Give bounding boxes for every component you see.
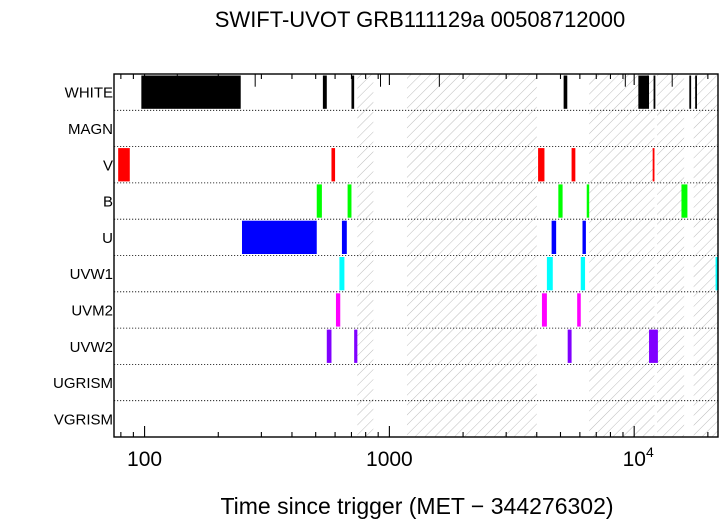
exposure-uvw2	[649, 329, 658, 363]
exposure-u	[341, 220, 347, 254]
white-minor-ticks	[176, 74, 673, 87]
exposure-white	[653, 75, 656, 109]
filter-label-v: V	[103, 157, 113, 174]
exposure-uvm2	[577, 293, 581, 327]
exposure-b	[347, 184, 352, 218]
filter-label-uvm2: UVM2	[71, 302, 113, 319]
filter-labels: WHITE MAGN V B U UVW1 UVM2 UVW2 UGRISM VGRISM	[53, 85, 113, 429]
exposure-v	[118, 148, 130, 182]
exposure-uvw1	[715, 257, 718, 291]
exposure-white	[351, 75, 355, 109]
exposure-uvm2	[335, 293, 341, 327]
exposure-b	[681, 184, 688, 218]
exposure-uvw2	[326, 329, 332, 363]
exposure-v	[571, 148, 576, 182]
filter-label-white: WHITE	[65, 85, 113, 102]
exposure-uvm2	[541, 293, 547, 327]
exposure-uvw2	[354, 329, 358, 363]
x-tick-label: 104	[623, 444, 654, 471]
exposure-b	[558, 184, 563, 218]
exposure-white	[689, 75, 692, 109]
exposure-uvw1	[580, 257, 586, 291]
exposure-u	[551, 220, 557, 254]
gap-region	[357, 74, 374, 437]
x-tick-label: 1000	[366, 448, 413, 471]
exposure-v	[652, 148, 655, 182]
exposure-u	[582, 220, 586, 254]
plot-frame	[113, 73, 719, 438]
filter-label-vgrism: VGRISM	[54, 411, 113, 428]
filter-label-u: U	[102, 230, 113, 247]
exposure-u	[241, 220, 317, 254]
gap-region	[657, 74, 685, 437]
exposure-uvw1	[339, 257, 345, 291]
axis-ticks	[120, 74, 709, 437]
exposure-uvw1	[546, 257, 553, 291]
exposure-white	[638, 75, 650, 109]
tick-labels: 100 1000 104	[127, 444, 654, 471]
exposure-white	[563, 75, 568, 109]
filter-label-b: B	[103, 194, 113, 211]
exposure-bars	[118, 75, 718, 363]
exposure-b	[586, 184, 590, 218]
exposure-white	[695, 75, 697, 109]
filter-label-magn: MAGN	[68, 121, 113, 138]
exposure-white	[141, 75, 241, 109]
x-axis-label: Time since trigger (MET − 344276302)	[220, 493, 613, 519]
exposure-uvw2	[567, 329, 572, 363]
exposure-v	[331, 148, 336, 182]
exposure-b	[316, 184, 322, 218]
filter-label-uvw1: UVW1	[70, 266, 113, 283]
chart-title: SWIFT-UVOT GRB111129a 00508712000	[215, 7, 626, 32]
exposure-v	[538, 148, 545, 182]
exposure-white	[322, 75, 327, 109]
x-tick-label: 100	[127, 448, 162, 471]
filter-label-uvw2: UVW2	[70, 339, 113, 356]
filter-label-ugrism: UGRISM	[53, 375, 113, 392]
